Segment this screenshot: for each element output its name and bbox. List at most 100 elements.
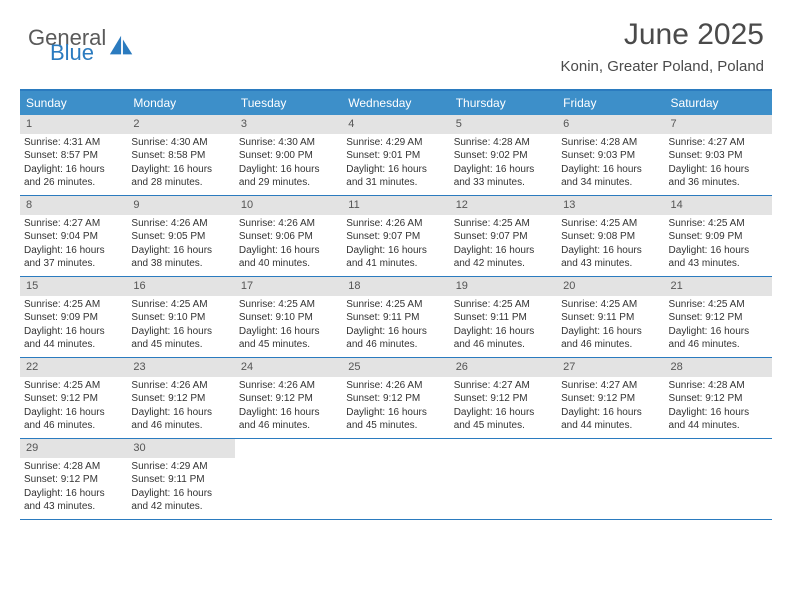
day-cell-empty xyxy=(235,439,342,519)
day-cell: 28Sunrise: 4:28 AMSunset: 9:12 PMDayligh… xyxy=(665,358,772,438)
day-number: 14 xyxy=(665,196,772,215)
day-body: Sunrise: 4:27 AMSunset: 9:03 PMDaylight:… xyxy=(665,134,772,194)
day-number: 11 xyxy=(342,196,449,215)
week-row: 15Sunrise: 4:25 AMSunset: 9:09 PMDayligh… xyxy=(20,277,772,358)
logo-text-blue: Blue xyxy=(50,43,106,64)
day-cell: 17Sunrise: 4:25 AMSunset: 9:10 PMDayligh… xyxy=(235,277,342,357)
sunrise-line: Sunrise: 4:25 AM xyxy=(454,217,553,231)
sunrise-line: Sunrise: 4:26 AM xyxy=(131,379,230,393)
daylight-line: Daylight: 16 hours and 45 minutes. xyxy=(239,325,338,352)
daylight-line: Daylight: 16 hours and 44 minutes. xyxy=(669,406,768,433)
sunset-line: Sunset: 9:01 PM xyxy=(346,149,445,163)
sunset-line: Sunset: 9:08 PM xyxy=(561,230,660,244)
day-number: 28 xyxy=(665,358,772,377)
day-cell: 26Sunrise: 4:27 AMSunset: 9:12 PMDayligh… xyxy=(450,358,557,438)
logo-text: General Blue xyxy=(28,28,106,64)
daylight-line: Daylight: 16 hours and 33 minutes. xyxy=(454,163,553,190)
sunset-line: Sunset: 8:57 PM xyxy=(24,149,123,163)
sunset-line: Sunset: 9:04 PM xyxy=(24,230,123,244)
day-cell-empty xyxy=(342,439,449,519)
sunset-line: Sunset: 8:58 PM xyxy=(131,149,230,163)
daylight-line: Daylight: 16 hours and 36 minutes. xyxy=(669,163,768,190)
dow-header-friday: Friday xyxy=(557,91,664,115)
daylight-line: Daylight: 16 hours and 43 minutes. xyxy=(561,244,660,271)
dow-header-saturday: Saturday xyxy=(665,91,772,115)
daylight-line: Daylight: 16 hours and 46 minutes. xyxy=(561,325,660,352)
sunrise-line: Sunrise: 4:31 AM xyxy=(24,136,123,150)
daylight-line: Daylight: 16 hours and 40 minutes. xyxy=(239,244,338,271)
dow-header-tuesday: Tuesday xyxy=(235,91,342,115)
day-cell: 11Sunrise: 4:26 AMSunset: 9:07 PMDayligh… xyxy=(342,196,449,276)
day-number: 24 xyxy=(235,358,342,377)
day-cell: 2Sunrise: 4:30 AMSunset: 8:58 PMDaylight… xyxy=(127,115,234,195)
day-of-week-header-row: SundayMondayTuesdayWednesdayThursdayFrid… xyxy=(20,91,772,115)
day-number: 21 xyxy=(665,277,772,296)
day-body: Sunrise: 4:26 AMSunset: 9:12 PMDaylight:… xyxy=(342,377,449,437)
daylight-line: Daylight: 16 hours and 26 minutes. xyxy=(24,163,123,190)
sunrise-line: Sunrise: 4:25 AM xyxy=(24,379,123,393)
sunset-line: Sunset: 9:11 PM xyxy=(454,311,553,325)
sunrise-line: Sunrise: 4:25 AM xyxy=(561,298,660,312)
daylight-line: Daylight: 16 hours and 45 minutes. xyxy=(346,406,445,433)
day-body: Sunrise: 4:26 AMSunset: 9:12 PMDaylight:… xyxy=(127,377,234,437)
day-cell: 29Sunrise: 4:28 AMSunset: 9:12 PMDayligh… xyxy=(20,439,127,519)
day-body: Sunrise: 4:27 AMSunset: 9:04 PMDaylight:… xyxy=(20,215,127,275)
sunset-line: Sunset: 9:09 PM xyxy=(669,230,768,244)
day-number: 2 xyxy=(127,115,234,134)
day-cell-empty xyxy=(450,439,557,519)
day-body: Sunrise: 4:25 AMSunset: 9:12 PMDaylight:… xyxy=(665,296,772,356)
sunrise-line: Sunrise: 4:27 AM xyxy=(669,136,768,150)
sunrise-line: Sunrise: 4:28 AM xyxy=(24,460,123,474)
day-body: Sunrise: 4:31 AMSunset: 8:57 PMDaylight:… xyxy=(20,134,127,194)
day-body: Sunrise: 4:25 AMSunset: 9:08 PMDaylight:… xyxy=(557,215,664,275)
day-body: Sunrise: 4:25 AMSunset: 9:10 PMDaylight:… xyxy=(235,296,342,356)
sunrise-line: Sunrise: 4:25 AM xyxy=(131,298,230,312)
day-cell: 14Sunrise: 4:25 AMSunset: 9:09 PMDayligh… xyxy=(665,196,772,276)
sunset-line: Sunset: 9:02 PM xyxy=(454,149,553,163)
sunrise-line: Sunrise: 4:30 AM xyxy=(239,136,338,150)
logo: General Blue xyxy=(28,18,136,64)
day-cell: 20Sunrise: 4:25 AMSunset: 9:11 PMDayligh… xyxy=(557,277,664,357)
dow-header-wednesday: Wednesday xyxy=(342,91,449,115)
day-number: 23 xyxy=(127,358,234,377)
sunset-line: Sunset: 9:12 PM xyxy=(669,392,768,406)
sunset-line: Sunset: 9:11 PM xyxy=(346,311,445,325)
day-body: Sunrise: 4:29 AMSunset: 9:01 PMDaylight:… xyxy=(342,134,449,194)
day-body: Sunrise: 4:26 AMSunset: 9:07 PMDaylight:… xyxy=(342,215,449,275)
day-number: 6 xyxy=(557,115,664,134)
page-subtitle: Konin, Greater Poland, Poland xyxy=(561,58,764,75)
header: General Blue June 2025 Konin, Greater Po… xyxy=(0,0,792,81)
day-body: Sunrise: 4:30 AMSunset: 9:00 PMDaylight:… xyxy=(235,134,342,194)
dow-header-thursday: Thursday xyxy=(450,91,557,115)
dow-header-monday: Monday xyxy=(127,91,234,115)
day-body: Sunrise: 4:25 AMSunset: 9:12 PMDaylight:… xyxy=(20,377,127,437)
day-cell: 1Sunrise: 4:31 AMSunset: 8:57 PMDaylight… xyxy=(20,115,127,195)
weeks-container: 1Sunrise: 4:31 AMSunset: 8:57 PMDaylight… xyxy=(20,115,772,520)
sunrise-line: Sunrise: 4:26 AM xyxy=(131,217,230,231)
sunrise-line: Sunrise: 4:25 AM xyxy=(669,217,768,231)
sunrise-line: Sunrise: 4:29 AM xyxy=(346,136,445,150)
day-number: 19 xyxy=(450,277,557,296)
day-cell: 12Sunrise: 4:25 AMSunset: 9:07 PMDayligh… xyxy=(450,196,557,276)
day-number: 29 xyxy=(20,439,127,458)
day-body: Sunrise: 4:28 AMSunset: 9:02 PMDaylight:… xyxy=(450,134,557,194)
title-block: June 2025 Konin, Greater Poland, Poland xyxy=(561,18,764,75)
day-number: 30 xyxy=(127,439,234,458)
daylight-line: Daylight: 16 hours and 46 minutes. xyxy=(669,325,768,352)
sunset-line: Sunset: 9:12 PM xyxy=(131,392,230,406)
day-cell: 23Sunrise: 4:26 AMSunset: 9:12 PMDayligh… xyxy=(127,358,234,438)
day-cell: 16Sunrise: 4:25 AMSunset: 9:10 PMDayligh… xyxy=(127,277,234,357)
dow-header-sunday: Sunday xyxy=(20,91,127,115)
day-body: Sunrise: 4:25 AMSunset: 9:10 PMDaylight:… xyxy=(127,296,234,356)
sunset-line: Sunset: 9:03 PM xyxy=(669,149,768,163)
sunrise-line: Sunrise: 4:29 AM xyxy=(131,460,230,474)
sunrise-line: Sunrise: 4:25 AM xyxy=(346,298,445,312)
day-cell: 13Sunrise: 4:25 AMSunset: 9:08 PMDayligh… xyxy=(557,196,664,276)
day-body: Sunrise: 4:30 AMSunset: 8:58 PMDaylight:… xyxy=(127,134,234,194)
sunrise-line: Sunrise: 4:27 AM xyxy=(24,217,123,231)
sunset-line: Sunset: 9:09 PM xyxy=(24,311,123,325)
sunset-line: Sunset: 9:10 PM xyxy=(131,311,230,325)
sunset-line: Sunset: 9:00 PM xyxy=(239,149,338,163)
day-number: 13 xyxy=(557,196,664,215)
day-number: 20 xyxy=(557,277,664,296)
